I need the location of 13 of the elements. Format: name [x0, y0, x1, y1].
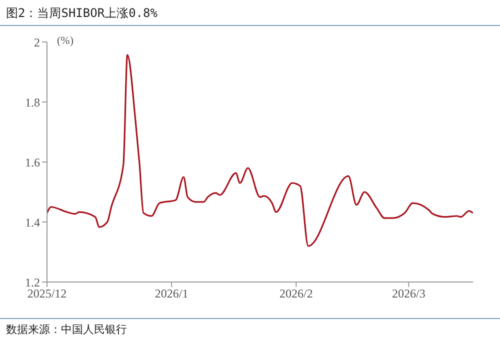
line-series	[47, 54, 473, 247]
y-axis-title: (%)	[57, 35, 74, 47]
x-tick-label: 2026/1	[154, 286, 188, 301]
y-tick-label: 2	[34, 35, 40, 50]
x-tick-label: 2026/2	[280, 286, 313, 301]
y-tick-label: 1.4	[25, 215, 40, 230]
x-tick-label: 2026/3	[392, 286, 426, 301]
y-tick-label: 1.6	[25, 155, 40, 170]
y-tick-label: 1.2	[25, 275, 40, 290]
chart-title: 图2：当周SHIBOR上涨0.8%	[6, 5, 158, 22]
y-tick-label: 1.8	[25, 95, 40, 110]
source-note: 数据来源：中国人民银行	[6, 322, 127, 337]
x-tick-label: 2025/12	[27, 286, 67, 301]
